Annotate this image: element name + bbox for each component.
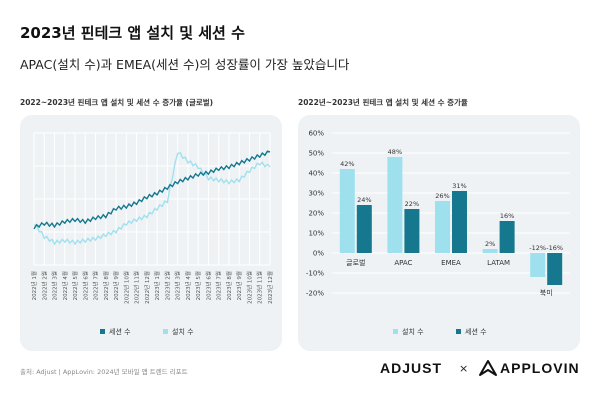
y-tick-label: 20% [308, 210, 324, 218]
x-tick-label: 2023년 4월 [184, 271, 192, 300]
x-tick-label: 2022년 6월 [81, 271, 89, 300]
x-tick-label: 2023년 10월 [245, 271, 253, 304]
bar-chart-title: 2022년~2023년 핀테크 앱 설치 및 세션 수 증가율 [298, 98, 468, 107]
legend-label-sessions: 세션 수 [465, 327, 487, 336]
bar-installs [482, 249, 498, 253]
data-label-installs: 26% [435, 192, 449, 200]
y-tick-label: 10% [308, 230, 324, 238]
x-tick-label: 2022년 5월 [71, 271, 79, 300]
bar-sessions [547, 253, 563, 285]
x-tick-label: 2023년 5월 [194, 271, 202, 300]
x-tick-label: 2022년 1월 [30, 271, 38, 300]
data-label-sessions: 31% [452, 182, 466, 190]
x-tick-label: 2023년 2월 [163, 271, 171, 300]
y-tick-label: 50% [308, 150, 324, 158]
x-tick-label: 2022년 11월 [133, 271, 141, 304]
legend-label-installs: 설치 수 [172, 327, 194, 336]
bar-installs [387, 157, 403, 253]
line-chart-title: 2022~2023년 핀테크 앱 설치 및 세션 수 증가율 (글로벌) [20, 98, 214, 107]
x-tick-label: 2022년 8월 [102, 271, 110, 300]
applovin-logo-icon [479, 360, 497, 376]
line-chart: 2022년 1월 2022년 2월 2022년 3월 2022년 4월 2022년 5월… [30, 132, 274, 336]
bar-sessions [404, 209, 420, 253]
y-tick-label: 0% [313, 250, 324, 258]
x-tick-label: 2022년 7월 [92, 271, 100, 300]
series-line-installs [33, 151, 271, 246]
x-tick-label: 2023년 11월 [256, 271, 264, 304]
y-tick-label: 30% [308, 190, 324, 198]
x-tick-label: 2022년 12월 [143, 271, 151, 304]
x-tick-label: 2023년 1월 [153, 271, 161, 300]
bar-sessions [356, 205, 372, 253]
y-tick-label: 60% [308, 130, 324, 138]
category-label: LATAM [487, 259, 510, 267]
legend-label-sessions: 세션 수 [109, 327, 131, 336]
page-subtitle: APAC(설치 수)과 EMEA(세션 수)의 성장률이 가장 높았습니다 [20, 57, 350, 72]
y-tick-label: -20% [306, 290, 324, 298]
y-tick-label: -10% [306, 270, 324, 278]
adjust-logo: ADJUST [380, 360, 443, 376]
data-label-installs: 2% [485, 240, 495, 248]
y-tick-label: 40% [308, 170, 324, 178]
x-tick-label: 2023년 3월 [174, 271, 182, 300]
legend-swatch-installs [393, 329, 398, 334]
legend-swatch-sessions [100, 329, 105, 334]
data-label-sessions: -16% [546, 244, 563, 252]
data-label-installs: -12% [529, 244, 546, 252]
category-label: APAC [394, 259, 412, 267]
page-title: 2023년 핀테크 앱 설치 및 세션 수 [20, 24, 245, 42]
category-label: EMEA [441, 259, 461, 267]
category-label: 글로벌 [346, 258, 365, 267]
x-tick-label: 2023년 6월 [204, 271, 212, 300]
data-label-installs: 48% [388, 148, 402, 156]
bar-sessions [452, 191, 467, 253]
source-note: 출처: Adjust | AppLovin: 2024년 모바일 앱 트렌드 리… [20, 368, 188, 376]
applovin-logo: APPLOVIN [500, 360, 580, 376]
legend-swatch-sessions [456, 329, 461, 334]
legend-label-installs: 설치 수 [402, 327, 424, 336]
x-tick-label: 2022년 9월 [112, 271, 120, 300]
bar-chart: 60% 50% 40% 30% 20% 10% 0% -10% -20% 42% 24% 글로벌 48%… [306, 130, 570, 336]
series-line-sessions [33, 150, 271, 230]
x-tick-label: 2022년 4월 [61, 271, 69, 300]
bar-chart-card: 60% 50% 40% 30% 20% 10% 0% -10% -20% 42% 24% 글로벌 48%… [298, 115, 580, 351]
data-label-sessions: 16% [500, 212, 514, 220]
x-tick-label: 2022년 2월 [40, 271, 48, 300]
bar-installs [339, 169, 355, 253]
legend-swatch-installs [163, 329, 168, 334]
x-tick-label: 2023년 9월 [235, 271, 243, 300]
bar-installs [435, 201, 450, 253]
data-label-sessions: 24% [357, 196, 371, 204]
data-label-installs: 42% [340, 160, 354, 168]
x-tick-label: 2023년 8월 [225, 271, 233, 300]
bar-sessions [499, 221, 515, 253]
x-tick-label: 2023년 12월 [266, 271, 274, 304]
line-chart-card: 2022년 1월 2022년 2월 2022년 3월 2022년 4월 2022년 5월… [20, 115, 282, 351]
bar-installs [530, 253, 546, 277]
category-label: 북미 [540, 288, 553, 297]
x-tick-label: 2022년 10월 [122, 271, 130, 304]
times-sign: × [459, 362, 469, 375]
x-tick-label: 2022년 3월 [51, 271, 59, 300]
data-label-sessions: 22% [405, 200, 419, 208]
x-tick-label: 2023년 7월 [215, 271, 223, 300]
